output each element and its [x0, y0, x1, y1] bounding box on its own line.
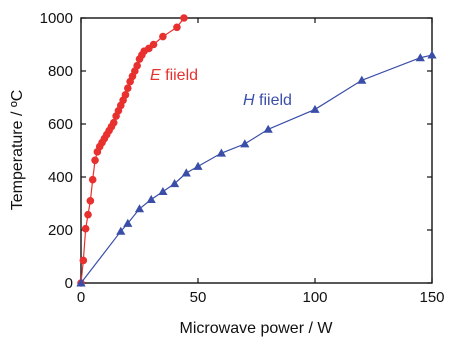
plot-frame	[80, 17, 433, 284]
series-label-e-rest: fiield	[161, 67, 198, 84]
data-point-h-field	[134, 204, 145, 213]
series-label-e-italic: E	[150, 67, 161, 84]
data-point-h-field	[415, 53, 425, 62]
data-point-e-field	[124, 84, 132, 93]
x-axis-title: Microwave power / W	[180, 320, 334, 337]
data-point-h-field	[181, 168, 191, 177]
y-tick-label: 800	[48, 63, 73, 80]
data-point-h-field	[240, 139, 250, 148]
axes: 0 50 100 150 0 200 400 600 800 1000	[40, 10, 445, 306]
data-point-h-field	[427, 50, 437, 59]
y-tick-label: 200	[48, 222, 73, 239]
series-layer	[76, 14, 437, 287]
data-point-e-field	[86, 197, 95, 205]
data-point-h-field	[158, 186, 168, 196]
data-point-e-field	[91, 156, 99, 165]
data-point-e-field	[121, 91, 130, 99]
y-tick-label: 1000	[40, 10, 73, 27]
data-point-e-field	[88, 175, 97, 184]
x-tick-label: 0	[77, 289, 85, 306]
data-point-h-field	[216, 148, 226, 157]
x-tick-label: 50	[190, 289, 207, 306]
data-point-h-field	[76, 278, 86, 287]
data-point-h-field	[123, 218, 133, 227]
data-point-h-field	[146, 194, 156, 203]
series-line-h-field	[80, 54, 433, 284]
data-point-h-field	[310, 104, 320, 113]
data-point-e-field	[180, 14, 188, 22]
y-tick-label: 400	[48, 169, 73, 186]
data-point-e-field	[109, 118, 118, 127]
data-point-e-field	[84, 210, 92, 219]
y-axis-title: Temperature / ºC	[9, 90, 26, 211]
data-point-h-field	[116, 226, 126, 235]
data-point-e-field	[81, 224, 90, 233]
data-point-e-field	[79, 256, 88, 265]
series-label-h-italic: H	[243, 92, 255, 109]
data-point-h-field	[193, 161, 203, 170]
data-point-e-field	[159, 32, 167, 41]
series-label-e-field: E fiield	[150, 67, 198, 84]
data-point-e-field	[133, 61, 141, 70]
y-tick-label: 600	[48, 116, 73, 133]
data-point-h-field	[170, 179, 180, 188]
data-point-h-field	[263, 124, 273, 133]
data-point-e-field	[173, 23, 181, 32]
data-point-e-field	[149, 40, 158, 49]
data-point-h-field	[357, 75, 367, 84]
series-label-h-rest: fiield	[255, 92, 292, 109]
x-tick-label: 100	[302, 289, 327, 306]
x-tick-label: 150	[419, 289, 444, 306]
series-label-h-field: H fiield	[243, 92, 292, 109]
y-tick-label: 0	[65, 275, 73, 292]
